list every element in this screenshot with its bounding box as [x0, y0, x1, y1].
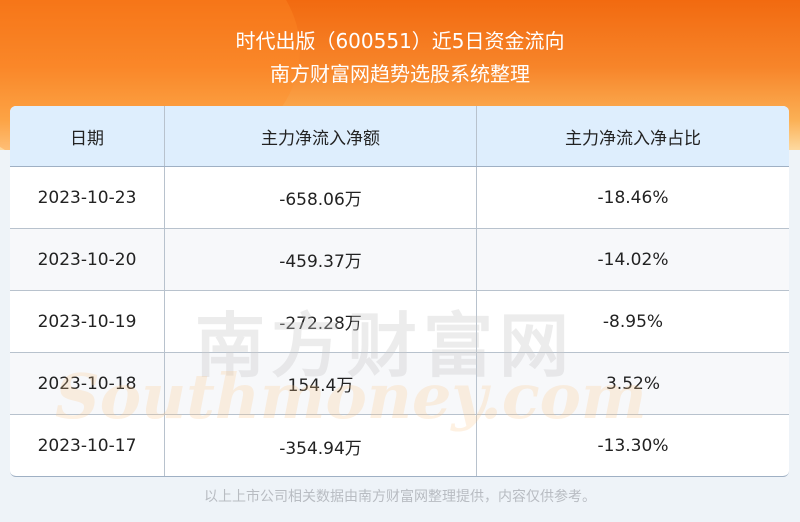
- column-header-date: 日期: [10, 106, 165, 166]
- fund-flow-table: 日期 主力净流入净额 主力净流入净占比 2023-10-23 -658.06万 …: [10, 106, 789, 477]
- column-header-net-inflow: 主力净流入净额: [165, 106, 477, 166]
- net-inflow-cell: 154.4万: [165, 353, 477, 414]
- page-subtitle: 南方财富网趋势选股系统整理: [270, 62, 530, 86]
- net-ratio-cell: -8.95%: [602, 311, 664, 332]
- net-inflow-cell: -354.94万: [165, 415, 477, 476]
- table-row: 2023-10-19 -272.28万 -8.95%: [10, 291, 789, 353]
- date-cell: 2023-10-18: [10, 353, 165, 414]
- date-cell: 2023-10-20: [10, 229, 165, 290]
- table-row: 2023-10-20 -459.37万 -14.02%: [10, 229, 789, 291]
- table-row: 2023-10-23 -658.06万 -18.46%: [10, 167, 789, 229]
- net-inflow-cell: -459.37万: [165, 229, 477, 290]
- net-ratio-cell: -13.30%: [597, 436, 669, 456]
- table-row: 2023-10-18 154.4万 3.52%: [10, 353, 789, 415]
- date-cell: 2023-10-23: [10, 167, 165, 228]
- net-ratio-cell: -18.46%: [597, 187, 669, 208]
- table-row: 2023-10-17 -354.94万 -13.30%: [10, 415, 789, 476]
- page-title: 时代出版（600551）近5日资金流向: [235, 29, 565, 53]
- net-ratio-cell: 3.52%: [605, 373, 660, 394]
- date-cell: 2023-10-19: [10, 291, 165, 352]
- net-inflow-cell: -272.28万: [165, 291, 477, 352]
- table-header: 日期 主力净流入净额 主力净流入净占比: [10, 106, 789, 167]
- date-cell: 2023-10-17: [10, 415, 165, 476]
- footer-disclaimer: 以上上市公司相关数据由南方财富网整理提供，内容仅供参考。: [204, 489, 596, 505]
- column-header-net-ratio: 主力净流入净占比: [565, 128, 701, 149]
- net-inflow-cell: -658.06万: [165, 167, 477, 228]
- net-ratio-cell: -14.02%: [597, 249, 669, 270]
